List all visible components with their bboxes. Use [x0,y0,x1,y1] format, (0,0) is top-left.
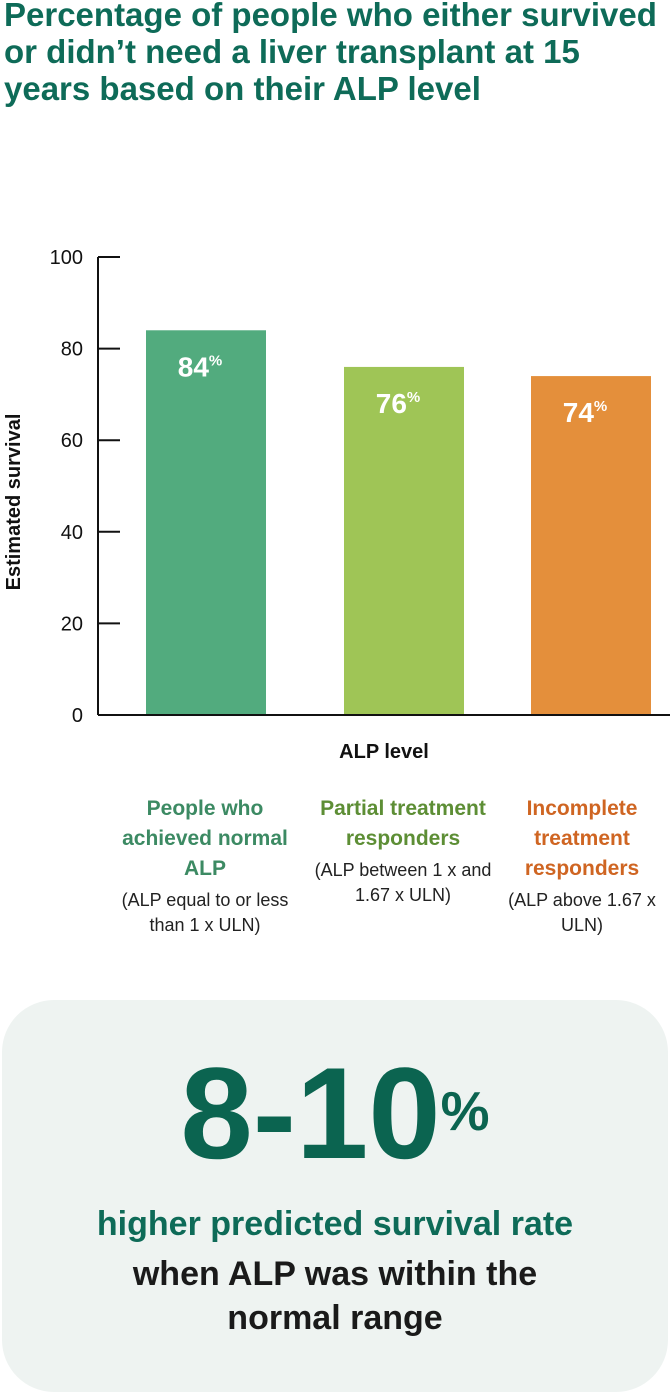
category-name: Partial treatment responders [320,797,486,850]
data-label-suffix: % [594,398,607,415]
category-detail: (ALP equal to or less than 1 x ULN) [121,890,289,935]
category-label-partial: Partial treatment responders (ALP betwee… [303,794,503,908]
bar [146,330,266,715]
y-tick-label: 40 [61,522,83,544]
callout-box [2,1000,668,1392]
callout-line1: higher predicted survival rate [96,1205,574,1243]
category-name: Incomplete treatment responders [524,797,640,880]
data-label-suffix: % [209,352,222,369]
callout-suffix: % [440,1080,490,1142]
category-detail: (ALP between 1 x and 1.67 x ULN) [314,860,492,905]
y-tick-label: 100 [50,247,83,269]
category-label-incomplete: Incomplete treatment responders (ALP abo… [494,794,670,938]
y-tick-label: 0 [72,705,83,727]
callout-line2: when ALP was within the normal range [0,1252,670,1340]
x-axis-label: ALP level [339,741,429,763]
y-tick-label: 80 [61,339,83,361]
bar [344,366,464,715]
chart-title: Percentage of people who either survived… [4,0,657,107]
y-axis-label: Estimated survival [3,413,25,591]
callout-line2-text: when ALP was within the normal range [132,1255,538,1337]
y-tick-label: 20 [61,613,83,635]
category-label-normal: People who achieved normal ALP (ALP equa… [105,794,305,938]
category-name: People who achieved normal ALP [122,797,288,880]
data-label-suffix: % [407,389,420,406]
bar [531,376,651,715]
callout-value: 8-10% [0,1048,670,1178]
y-tick-label: 60 [61,430,83,452]
callout-number: 8-10 [180,1040,441,1186]
category-detail: (ALP above 1.67 x ULN) [508,890,656,935]
